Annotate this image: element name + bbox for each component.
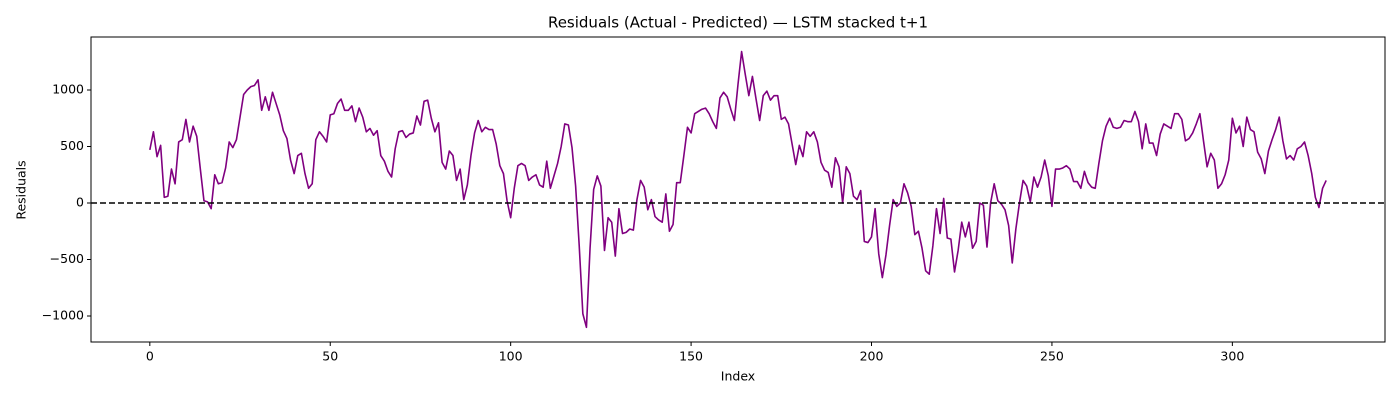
y-tick-label: 500 xyxy=(60,138,84,153)
x-tick-label: 100 xyxy=(499,349,523,364)
y-tick-label: −1000 xyxy=(42,308,84,323)
x-axis-label: Index xyxy=(721,369,755,384)
y-axis-label: Residuals xyxy=(14,160,29,219)
chart-title: Residuals (Actual - Predicted) — LSTM st… xyxy=(548,14,928,32)
x-tick-label: 0 xyxy=(146,349,154,364)
residual-line xyxy=(149,50,1327,329)
y-tick-label: −500 xyxy=(50,251,84,266)
y-tick-label: 1000 xyxy=(52,81,84,96)
x-tick-label: 50 xyxy=(322,349,338,364)
y-tick-label: 0 xyxy=(76,195,84,210)
x-tick-label: 300 xyxy=(1220,349,1244,364)
x-tick-label: 250 xyxy=(1040,349,1064,364)
x-tick-label: 150 xyxy=(679,349,703,364)
x-tick-label: 200 xyxy=(860,349,884,364)
plot-frame xyxy=(90,36,1386,343)
